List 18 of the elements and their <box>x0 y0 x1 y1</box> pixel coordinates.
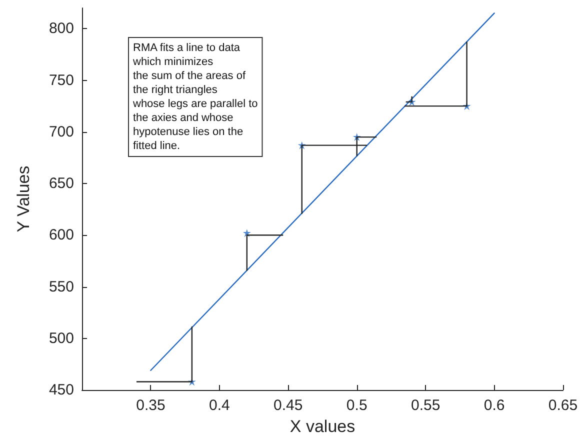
x-tick-label: 0.45 <box>274 397 303 414</box>
x-tick-label: 0.6 <box>484 397 505 414</box>
x-tick-label: 0.35 <box>136 397 166 414</box>
x-axis-title: X values <box>290 417 356 436</box>
y-tick-label: 700 <box>48 123 74 140</box>
y-tick-label: 800 <box>48 20 74 38</box>
x-tick-label: 0.5 <box>346 397 368 414</box>
x-tick-label: 0.4 <box>209 397 230 414</box>
y-tick-label: 750 <box>48 72 74 89</box>
y-tick-label: 650 <box>48 175 74 192</box>
y-tick-label: 450 <box>48 382 74 398</box>
x-tick-label: 0.65 <box>548 397 578 414</box>
y-tick-label: 550 <box>48 278 74 296</box>
annotation: RMA fits a line to data which minimizes the sum of the areas of the right triangles whose legs are parallel to the axies and whose hypotenuse lies on the fitted line. <box>132 42 258 152</box>
y-tick-label: 600 <box>48 226 74 244</box>
y-axis-title: Y Values <box>14 166 33 232</box>
x-tick-label: 0.55 <box>410 397 440 414</box>
y-tick-label: 500 <box>48 330 74 347</box>
